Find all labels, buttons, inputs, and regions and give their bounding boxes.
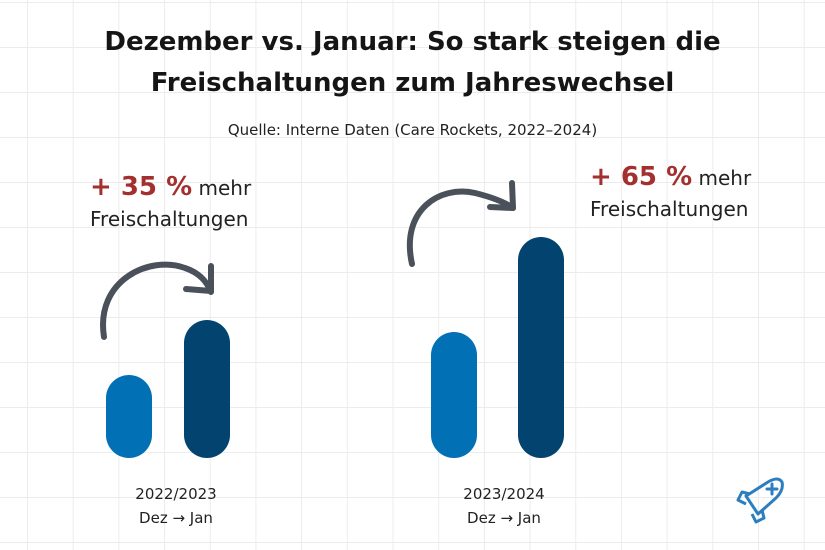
category-year: 2022/2023 bbox=[135, 485, 217, 503]
arrowhead-icon bbox=[183, 263, 214, 294]
annotation-group-2: + 65 % mehr Freischaltungen bbox=[590, 162, 751, 225]
arrow-icon bbox=[100, 261, 214, 340]
title-line-2: Freischaltungen zum Jahreswechsel bbox=[150, 68, 675, 98]
change-text: Freischaltungen bbox=[90, 207, 249, 231]
arrowhead-icon bbox=[487, 180, 516, 211]
change-text: mehr bbox=[198, 176, 252, 200]
category-label-1: 2022/2023 Dez → Jan bbox=[96, 482, 256, 530]
change-value: + 35 % bbox=[90, 172, 193, 202]
title-line-1: Dezember vs. Januar: So stark steigen di… bbox=[104, 27, 721, 57]
bar-jan-2023-2024 bbox=[518, 237, 564, 458]
bar-jan-2022-2023 bbox=[184, 320, 230, 458]
category-year: 2023/2024 bbox=[463, 485, 545, 503]
bar-dez-2023-2024 bbox=[431, 332, 477, 458]
change-text: mehr bbox=[698, 166, 752, 190]
rocket-plus-icon bbox=[736, 477, 784, 524]
category-period: Dez → Jan bbox=[139, 509, 213, 527]
category-period: Dez → Jan bbox=[467, 509, 541, 527]
change-text: Freischaltungen bbox=[590, 197, 749, 221]
annotation-group-1: + 35 % mehr Freischaltungen bbox=[90, 172, 251, 235]
bar-dez-2022-2023 bbox=[106, 375, 152, 458]
chart-title: Dezember vs. Januar: So stark steigen di… bbox=[0, 22, 825, 104]
arrow-icon bbox=[407, 188, 516, 267]
category-label-2: 2023/2024 Dez → Jan bbox=[424, 482, 584, 530]
change-value: + 65 % bbox=[590, 162, 693, 192]
chart-subtitle: Quelle: Interne Daten (Care Rockets, 202… bbox=[227, 121, 598, 139]
